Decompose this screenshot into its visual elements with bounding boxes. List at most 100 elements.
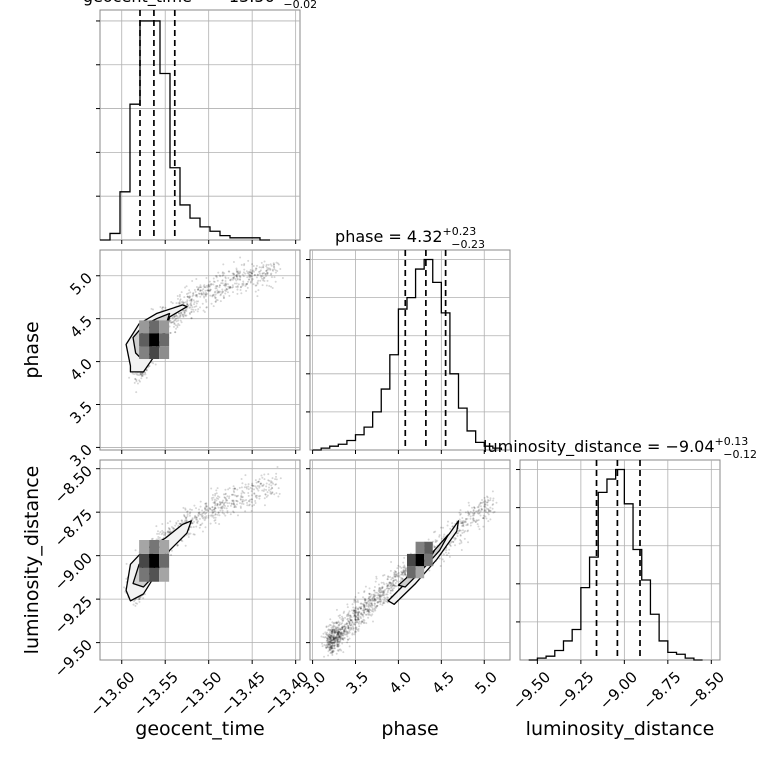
- sample-point: [330, 647, 333, 650]
- sample-point: [346, 638, 349, 641]
- x-tick-label: −9.25: [552, 668, 597, 713]
- sample-point: [263, 488, 266, 491]
- sample-point: [385, 585, 388, 588]
- sample-point: [255, 481, 258, 484]
- sample-point: [483, 510, 486, 513]
- sample-point: [331, 621, 334, 624]
- sample-point: [216, 292, 219, 295]
- sample-point: [428, 569, 431, 572]
- sample-point: [336, 645, 339, 648]
- sample-point: [245, 498, 248, 501]
- sample-point: [197, 520, 200, 523]
- sample-point: [249, 271, 252, 274]
- sample-point: [185, 310, 188, 313]
- sample-point: [223, 501, 226, 504]
- sample-point: [212, 305, 215, 308]
- sample-point: [396, 575, 399, 578]
- sample-point: [366, 609, 369, 612]
- sample-point: [380, 599, 383, 602]
- x-tick-label: −13.60: [87, 668, 139, 720]
- sample-point: [322, 636, 325, 639]
- sample-point: [255, 284, 258, 287]
- sample-point: [368, 592, 371, 595]
- sample-point: [272, 262, 275, 265]
- sample-point: [352, 622, 355, 625]
- sample-point: [329, 636, 332, 639]
- sample-point: [337, 658, 340, 660]
- sample-point: [270, 480, 273, 483]
- sample-point: [328, 623, 331, 626]
- sample-point: [266, 272, 269, 275]
- sample-point: [220, 282, 223, 285]
- sample-point: [196, 295, 199, 298]
- sample-point: [377, 600, 380, 603]
- sample-point: [239, 288, 242, 291]
- sample-point: [403, 566, 406, 569]
- y-tick-label: −8.50: [51, 462, 96, 507]
- sample-point: [208, 285, 211, 288]
- sample-point: [258, 486, 261, 489]
- sample-point: [325, 643, 328, 646]
- sample-point: [216, 487, 219, 490]
- sample-point: [177, 301, 180, 304]
- sample-point: [232, 276, 235, 279]
- sample-point: [341, 625, 344, 628]
- sample-point: [275, 478, 278, 481]
- sample-point: [251, 263, 254, 266]
- sample-point: [125, 577, 128, 580]
- sample-point: [260, 261, 263, 264]
- sample-point: [173, 322, 176, 325]
- sample-point: [371, 597, 374, 600]
- sample-point: [390, 589, 393, 592]
- density-cell: [149, 320, 160, 334]
- sample-point: [250, 279, 253, 282]
- sample-point: [228, 502, 231, 505]
- sample-point: [202, 292, 205, 295]
- sample-point: [339, 648, 342, 651]
- sample-point: [267, 473, 270, 476]
- sample-point: [376, 596, 379, 599]
- sample-point: [231, 284, 234, 287]
- sample-point: [337, 624, 340, 627]
- sample-point: [375, 591, 378, 594]
- sample-point: [354, 609, 357, 612]
- sample-point: [195, 516, 198, 519]
- sample-point: [480, 508, 483, 511]
- sample-point: [489, 497, 492, 500]
- sample-point: [459, 513, 462, 516]
- sample-point: [172, 320, 175, 323]
- sample-point: [271, 487, 274, 490]
- sample-point: [336, 649, 339, 652]
- sample-point: [219, 294, 222, 297]
- sample-point: [172, 527, 175, 530]
- sample-point: [232, 501, 235, 504]
- sample-point: [250, 272, 253, 275]
- sample-point: [370, 614, 373, 617]
- sample-point: [215, 499, 218, 502]
- sample-point: [473, 519, 476, 522]
- sample-point: [373, 604, 376, 607]
- sample-point: [354, 618, 357, 621]
- sample-point: [371, 613, 374, 616]
- sample-point: [487, 509, 490, 512]
- sample-point: [138, 380, 141, 383]
- sample-point: [213, 519, 216, 522]
- sample-point: [190, 304, 193, 307]
- title-value: luminosity_distance = −9.04: [483, 437, 714, 457]
- sample-point: [370, 602, 373, 605]
- sample-point: [173, 323, 176, 326]
- sample-point: [231, 499, 234, 502]
- sample-point: [365, 601, 368, 604]
- sample-point: [346, 633, 349, 636]
- sample-point: [355, 630, 358, 633]
- sample-point: [328, 648, 331, 651]
- sample-point: [341, 626, 344, 629]
- sample-point: [203, 507, 206, 510]
- sample-point: [173, 315, 176, 318]
- sample-point: [228, 497, 231, 500]
- sample-point: [383, 574, 386, 577]
- sample-point: [255, 264, 258, 267]
- sample-point: [195, 302, 198, 305]
- sample-point: [341, 627, 344, 630]
